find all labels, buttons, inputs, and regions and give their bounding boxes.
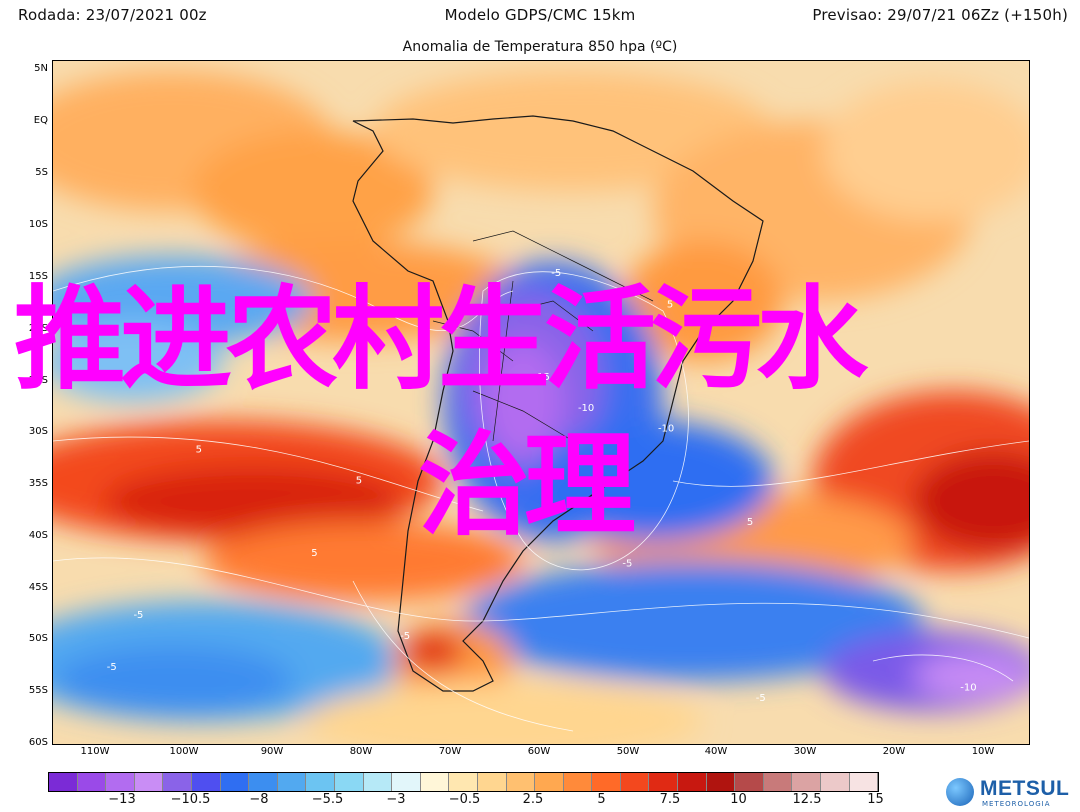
color-scale-tick-label: 2.5 <box>522 792 544 807</box>
color-scale-swatch <box>420 773 450 791</box>
lon-label-110w: 110W <box>80 746 110 757</box>
lat-label-35s: 35S <box>28 478 48 489</box>
contour-labels: -5 -15 -10 -10 5 5 5 5 -5 -5 -5 -5 -5 -10 5 <box>107 268 977 704</box>
color-scale-tick-label: −10.5 <box>170 792 211 807</box>
color-scale-swatch <box>392 773 421 791</box>
color-scale-tick-label: −13 <box>108 792 136 807</box>
lat-label-45s: 45S <box>28 582 48 593</box>
color-scale-swatch <box>249 773 278 791</box>
contour-label: -10 <box>658 424 674 435</box>
lat-label-eq: EQ <box>33 115 48 126</box>
color-scale-tick-label: −0.5 <box>448 792 481 807</box>
contour-label: -15 <box>534 372 550 383</box>
color-scale-swatch <box>220 773 250 791</box>
contour-label: -10 <box>960 683 976 694</box>
contour-label: 5 <box>311 548 317 559</box>
lon-label-20w: 20W <box>882 746 906 757</box>
color-scale-tick-label: 12.5 <box>792 792 822 807</box>
color-scale-swatch <box>620 773 650 791</box>
color-scale-swatch <box>163 773 192 791</box>
color-scale-swatch <box>649 773 679 791</box>
contour-label: -5 <box>133 610 143 621</box>
lat-label-40s: 40S <box>28 530 48 541</box>
contour-label: -5 <box>551 268 561 279</box>
lat-label-20s: 20S <box>28 323 48 334</box>
lat-label-55s: 55S <box>28 685 48 696</box>
color-scale-swatch <box>706 773 736 791</box>
color-scale-swatch <box>334 773 364 791</box>
lon-label-60w: 60W <box>527 746 551 757</box>
color-scale-swatch <box>449 773 478 791</box>
lat-label-5n: 5N <box>34 63 48 74</box>
color-scale-swatch <box>477 773 507 791</box>
contour-label: 5 <box>196 444 202 455</box>
lat-label-10s: 10S <box>28 219 48 230</box>
color-scale-tick-label: −3 <box>386 792 406 807</box>
color-scale-swatch <box>792 773 822 791</box>
color-scale-bar <box>48 772 880 792</box>
lat-label-25s: 25S <box>28 375 48 386</box>
color-scale-swatch <box>77 773 107 791</box>
lon-label-40w: 40W <box>704 746 728 757</box>
overlay-headline-line2: 治理 <box>418 421 636 551</box>
color-scale-swatch <box>363 773 393 791</box>
lat-label-15s: 15S <box>28 271 48 282</box>
contour-label: -5 <box>756 693 766 704</box>
contour-label: -5 <box>400 631 410 642</box>
model-name: Modelo GDPS/CMC 15km <box>444 6 636 24</box>
logo-wordmark: METSUL <box>980 777 1070 800</box>
contour-label: 5 <box>356 475 362 486</box>
metsul-logo: METSUL METEOROLOGIA <box>946 776 1076 810</box>
color-scale-swatch <box>735 773 764 791</box>
color-scale-swatch <box>592 773 621 791</box>
color-scale-swatch <box>821 773 850 791</box>
contour-label: -10 <box>578 403 594 414</box>
color-scale-swatch <box>49 773 78 791</box>
lon-label-80w: 80W <box>349 746 373 757</box>
color-scale-tick-label: 5 <box>597 792 606 807</box>
lon-label-50w: 50W <box>616 746 640 757</box>
run-date: Rodada: 23/07/2021 00z <box>18 6 207 24</box>
color-scale-swatch <box>535 773 564 791</box>
forecast-date: Previsao: 29/07/21 06Zz (+150h) <box>812 6 1068 24</box>
color-scale-swatch <box>506 773 536 791</box>
color-scale-swatch <box>678 773 707 791</box>
color-scale-tick-label: 10 <box>730 792 747 807</box>
lat-label-60s: 60S <box>28 737 48 748</box>
lat-label-30s: 30S <box>28 426 48 437</box>
overlay-headline-line1: 推进农村生活污水 <box>14 275 868 405</box>
lat-label-5s: 5S <box>35 167 48 178</box>
color-scale-tick-label: −5.5 <box>311 792 344 807</box>
lon-label-10w: 10W <box>971 746 995 757</box>
contour-label: 5 <box>747 517 753 528</box>
color-scale-tick-label: 15 <box>867 792 884 807</box>
lon-label-100w: 100W <box>169 746 199 757</box>
contour-label: -5 <box>107 662 117 673</box>
color-scale-swatch <box>106 773 135 791</box>
color-scale-swatch <box>191 773 221 791</box>
globe-icon <box>946 778 974 806</box>
color-scale-swatch <box>763 773 793 791</box>
logo-subtitle: METEOROLOGIA <box>982 800 1051 808</box>
color-scale-swatch <box>134 773 164 791</box>
lon-label-70w: 70W <box>438 746 462 757</box>
color-scale-swatch <box>563 773 593 791</box>
color-scale-swatch <box>277 773 307 791</box>
lat-label-50s: 50S <box>28 633 48 644</box>
contour-label: 5 <box>667 299 673 310</box>
color-scale-swatch <box>306 773 335 791</box>
lon-label-90w: 90W <box>260 746 284 757</box>
temperature-anomaly-map: -5 -15 -10 -10 5 5 5 5 -5 -5 -5 -5 -5 -10 5 <box>52 60 1030 745</box>
anomaly-field: -5 -15 -10 -10 5 5 5 5 -5 -5 -5 -5 -5 -10 5 <box>53 61 1029 744</box>
color-scale-tick-label: −8 <box>249 792 269 807</box>
color-scale-swatch <box>849 773 879 791</box>
color-scale-tick-label: 7.5 <box>659 792 681 807</box>
lon-label-30w: 30W <box>793 746 817 757</box>
contour-label: -5 <box>622 558 632 569</box>
map-title: Anomalia de Temperatura 850 hpa (ºC) <box>402 39 678 55</box>
